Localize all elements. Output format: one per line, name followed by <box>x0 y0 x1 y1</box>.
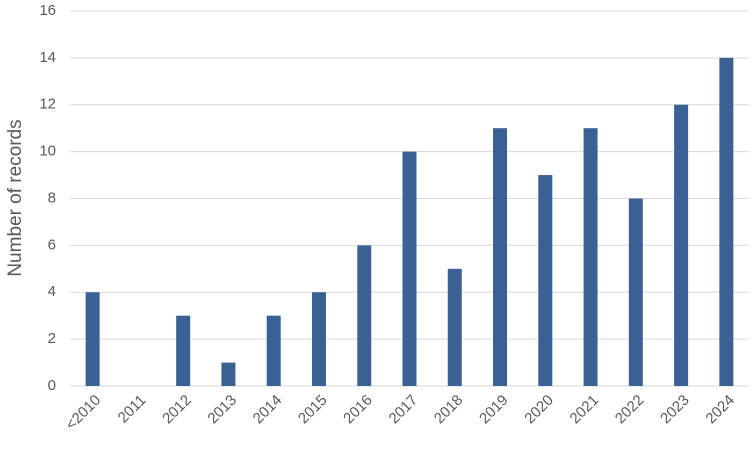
x-tick-label: 2022 <box>612 392 648 428</box>
bar <box>311 292 326 386</box>
x-tick-label: 2012 <box>159 392 195 428</box>
x-tick-label: 2013 <box>204 392 240 428</box>
x-tick-label: 2014 <box>250 392 286 428</box>
y-tick-label: 14 <box>39 49 56 66</box>
bar <box>493 128 508 386</box>
x-tick-label: 2020 <box>521 392 557 428</box>
x-tick-label: 2023 <box>657 392 693 428</box>
bar <box>176 315 191 386</box>
x-tick-label: 2018 <box>431 392 467 428</box>
bar <box>266 315 281 386</box>
bar <box>583 128 598 386</box>
y-axis-title: Number of records <box>5 119 26 276</box>
bar <box>674 104 689 386</box>
y-tick-label: 4 <box>48 283 56 300</box>
y-tick-label: 0 <box>48 377 56 394</box>
bar <box>447 268 462 386</box>
y-tick-label: 6 <box>48 236 56 253</box>
bar <box>357 245 372 386</box>
x-tick-label: <2010 <box>62 392 104 434</box>
bar <box>628 198 643 386</box>
bar <box>402 151 417 386</box>
bar <box>719 57 734 386</box>
x-tick-label: 2017 <box>386 392 422 428</box>
x-tick-label: 2021 <box>567 392 603 428</box>
y-tick-label: 2 <box>48 330 56 347</box>
bar <box>85 292 100 386</box>
x-tick-label: 2011 <box>115 392 150 427</box>
x-tick-label: 2016 <box>340 392 376 428</box>
x-tick-label: 2015 <box>295 392 331 428</box>
y-tick-label: 16 <box>39 2 56 19</box>
x-tick-label: 2019 <box>476 392 512 428</box>
x-tick-label: 2024 <box>702 392 738 428</box>
y-tick-label: 8 <box>48 189 56 206</box>
y-tick-label: 12 <box>39 96 56 113</box>
y-tick-label: 10 <box>39 143 56 160</box>
bar <box>538 175 553 386</box>
bar <box>221 362 236 386</box>
